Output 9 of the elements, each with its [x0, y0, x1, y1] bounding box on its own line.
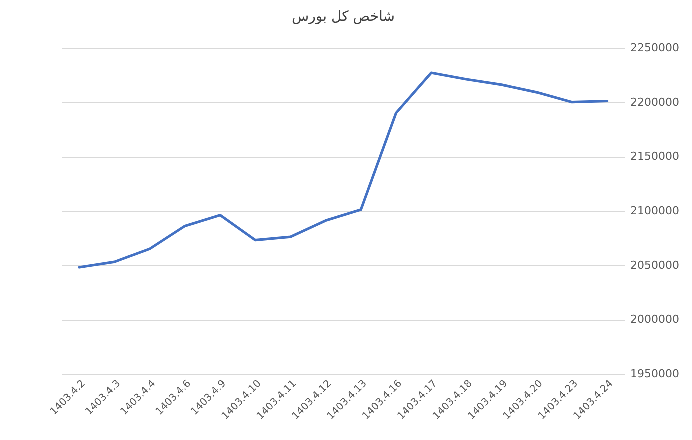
line-series — [78, 72, 609, 269]
y-tick-label: 2150000 — [630, 150, 680, 164]
y-tick-label: 2050000 — [630, 258, 680, 272]
y-tick-label: 2100000 — [630, 204, 680, 218]
y-tick-label: 1950000 — [630, 368, 680, 380]
y-tick-label: 2000000 — [630, 313, 680, 326]
chart-title: شاخص کل بورس — [292, 9, 395, 25]
y-tick-label: 2200000 — [630, 96, 680, 109]
y-tick-label: 2250000 — [630, 42, 680, 54]
